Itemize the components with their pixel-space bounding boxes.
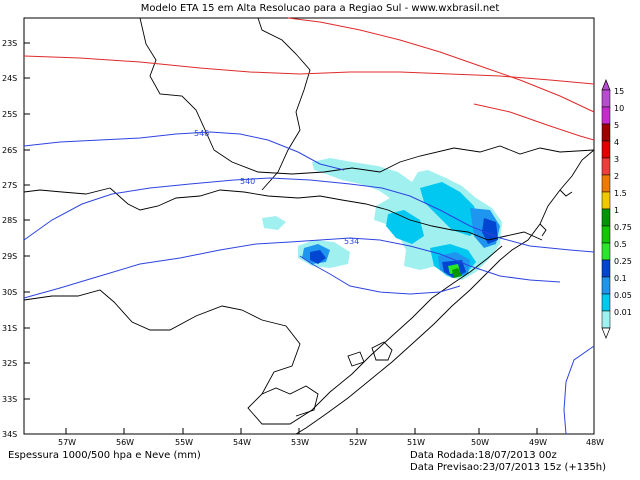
political-borders [23,17,595,425]
legend-swatch [601,208,611,227]
legend-arrow-top [601,79,611,91]
map-title: Modelo ETA 15 em Alta Resolucao para a R… [140,3,500,14]
legend-label: 0.75 [614,223,632,232]
legend-label: 0.25 [614,257,632,266]
map-frame [23,17,595,435]
lat-label: 31S [2,324,17,333]
run-date: Data Rodada:18/07/2013 00z [410,450,557,461]
lon-label: 57W [58,438,76,447]
coastline [295,149,595,435]
lon-label: 53W [291,438,309,447]
legend-swatch [601,293,611,312]
lat-label: 23S [2,39,17,48]
thickness-contours [23,131,595,435]
legend-swatch [601,157,611,176]
legend-swatch [601,140,611,159]
contour-label: 540 [240,177,255,186]
legend-label: 5 [614,121,619,130]
lat-label: 26S [2,146,17,155]
legend-label: 1.5 [614,189,627,198]
legend-label: 0.1 [614,274,627,283]
lat-label: 33S [2,395,17,404]
legend-swatch [601,174,611,193]
lat-label: 32S [2,359,17,368]
legend-swatch [601,242,611,261]
contour-label: 534 [344,237,359,246]
lat-label: 29S [2,252,17,261]
legend-swatch [601,191,611,210]
legend-swatch [601,106,611,125]
legend-swatch [601,310,611,329]
legend-label: 4 [614,138,619,147]
lat-label: 28S [2,216,17,225]
legend-arrow-bottom [601,327,611,339]
lon-label: 55W [175,438,193,447]
lat-label: 24S [2,74,17,83]
lon-label: 50W [471,438,489,447]
red-contours [23,17,595,141]
legend-label: 0.01 [614,308,632,317]
lon-label: 49W [529,438,547,447]
legend-swatch [601,123,611,142]
legend-swatch [601,259,611,278]
forecast-date: Data Previsao:23/07/2013 15z (+135h) [410,462,607,473]
legend-label: 1 [614,206,619,215]
legend-label: 0.5 [614,240,627,249]
legend-label: 10 [614,104,624,113]
lat-label: 27S [2,181,17,190]
lon-label: 48W [586,438,604,447]
legend-swatch [601,225,611,244]
lat-label: 25S [2,110,17,119]
legend-label: 15 [614,87,624,96]
legend-label: 2 [614,172,619,181]
legend-label: 3 [614,155,619,164]
lon-label: 56W [116,438,134,447]
lon-label: 52W [349,438,367,447]
lat-label: 30S [2,288,17,297]
legend-label: 0.05 [614,291,632,300]
color-legend: 15 10 5 4 3 2 1.5 1 0.75 0.5 0.25 0.1 0.… [601,79,632,339]
legend-swatch [601,276,611,295]
lat-label: 34S [2,430,17,439]
lon-label: 54W [233,438,251,447]
longitude-axis: 57W 56W 55W 54W 53W 52W 51W 50W 49W 48W [58,428,604,447]
field-description: Espessura 1000/500 hpa e Neve (mm) [8,450,201,461]
lon-label: 51W [407,438,425,447]
latitude-axis: 23S 24S 25S 26S 27S 28S 29S 30S 31S 32S … [2,39,30,439]
contour-label: 546 [194,129,209,138]
legend-swatch [601,89,611,108]
